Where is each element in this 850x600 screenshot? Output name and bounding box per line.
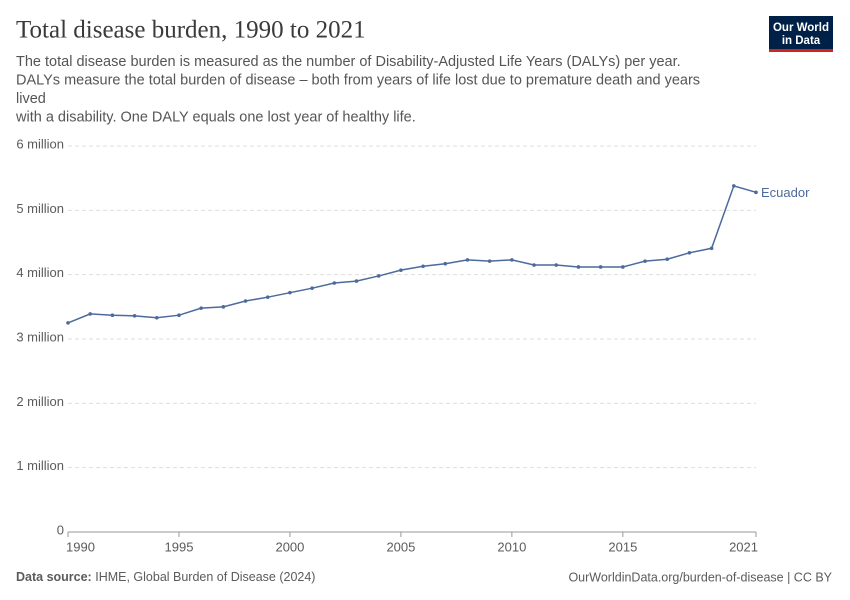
subtitle: The total disease burden is measured as … — [16, 54, 681, 70]
source: Data source: IHME, Global Burden of Dise… — [16, 570, 315, 584]
point — [66, 321, 70, 325]
x-tick-label: 2005 — [386, 539, 415, 554]
point — [665, 257, 670, 262]
point — [732, 184, 736, 188]
subtitle: with a disability. One DALY equals one l… — [15, 109, 416, 125]
logo-text[interactable]: Our World — [773, 22, 829, 34]
subtitle: DALYs measure the total burden of diseas… — [16, 72, 700, 88]
x-tick-label: 2000 — [275, 539, 304, 554]
logo-underline — [769, 49, 833, 52]
point — [332, 281, 337, 285]
point — [687, 250, 692, 255]
point — [177, 313, 181, 317]
x-tick-label: 2010 — [497, 539, 526, 554]
point — [154, 315, 159, 320]
point — [598, 265, 603, 269]
url[interactable]: OurWorldinData.org/burden-of-disease | C… — [568, 570, 832, 584]
point — [487, 259, 492, 263]
y-tick-label: 0 — [57, 522, 64, 537]
y-tick-label: 2 million — [16, 394, 64, 409]
x-tick-label: 1990 — [66, 539, 95, 554]
point — [576, 265, 581, 269]
y-tick-label: 4 million — [16, 265, 64, 280]
point — [709, 246, 714, 251]
point — [288, 290, 292, 295]
point — [621, 265, 625, 269]
point — [754, 190, 758, 195]
point — [265, 295, 270, 299]
source-text: IHME, Global Burden of Disease (2024) — [95, 570, 315, 584]
y-tick-label: 1 million — [16, 458, 64, 473]
x-tick-label: 2015 — [608, 539, 637, 554]
point — [643, 259, 647, 263]
y-tick-label: 3 million — [16, 329, 64, 344]
x-tick-label: 1995 — [165, 539, 194, 554]
logo-box — [769, 16, 833, 50]
x-tick-label: 2021 — [729, 539, 758, 554]
point — [443, 261, 448, 266]
point — [532, 263, 536, 267]
point — [110, 313, 115, 317]
point — [465, 258, 470, 262]
point — [199, 306, 203, 310]
chart-title: Total disease burden, 1990 to 2021 — [16, 17, 366, 44]
point — [310, 286, 314, 290]
point — [221, 305, 226, 309]
source-label: Data source: — [16, 570, 92, 584]
point — [88, 312, 92, 316]
series-line — [67, 184, 757, 324]
point — [354, 279, 359, 283]
point — [376, 274, 381, 278]
point — [243, 299, 248, 303]
point — [132, 314, 137, 318]
point — [554, 263, 559, 267]
y-tick-label: 5 million — [16, 201, 64, 216]
point — [510, 258, 514, 262]
point — [421, 264, 425, 269]
subtitle: lived — [16, 91, 46, 107]
point — [399, 268, 403, 272]
logo-text[interactable]: in Data — [782, 35, 821, 47]
series-label: Ecuador — [761, 185, 810, 200]
y-tick-label: 6 million — [16, 136, 64, 151]
